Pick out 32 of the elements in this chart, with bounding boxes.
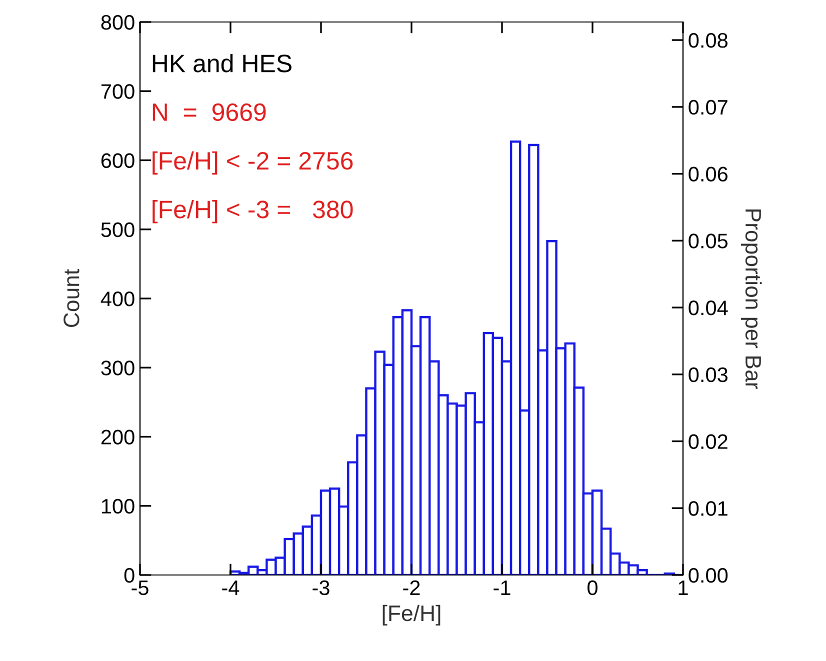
y2-tick-label: 0.07 bbox=[688, 100, 728, 115]
y-tick-label: 500 bbox=[101, 222, 134, 238]
y2-tick-label: 0.00 bbox=[688, 568, 728, 583]
y-tick-label: 0 bbox=[124, 568, 134, 583]
y2-tick-label: 0.05 bbox=[688, 234, 728, 248]
y2-axis-title: Proportion per Bar bbox=[741, 210, 762, 389]
y-tick-label: 200 bbox=[101, 430, 134, 445]
y-tick-label: 600 bbox=[101, 153, 134, 168]
x-tick-label: -3 bbox=[312, 580, 330, 596]
x-tick-label: -1 bbox=[494, 580, 510, 595]
annotation: [Fe/H] < -3 = 380 bbox=[152, 200, 353, 224]
x-tick-label: 1 bbox=[678, 580, 688, 595]
y-axis-title: Count bbox=[64, 269, 80, 328]
y-tick-label: 400 bbox=[100, 292, 134, 306]
x-tick-label: -2 bbox=[403, 580, 420, 595]
y-tick-label: 700 bbox=[101, 84, 134, 99]
y-tick-label: 100 bbox=[102, 498, 134, 514]
y2-tick-label: 0.03 bbox=[688, 367, 728, 382]
y2-tick-label: 0.08 bbox=[688, 33, 728, 48]
y-tick-label: 800 bbox=[101, 15, 134, 30]
y2-tick-label: 0.06 bbox=[688, 166, 728, 182]
x-axis-title: [Fe/H] bbox=[382, 604, 440, 626]
annotation: HK and HES bbox=[152, 54, 292, 72]
y2-tick-label: 0.02 bbox=[688, 434, 728, 450]
x-tick-label: -5 bbox=[132, 580, 148, 596]
annotation: N = 9669 bbox=[152, 103, 266, 122]
y-tick-label: 300 bbox=[101, 360, 134, 376]
x-tick-label: 0 bbox=[588, 580, 598, 596]
annotation: [Fe/H] < -2 = 2756 bbox=[152, 151, 353, 175]
y2-tick-label: 0.01 bbox=[688, 501, 728, 516]
x-tick-label: -4 bbox=[222, 580, 240, 595]
y2-tick-label: 0.04 bbox=[688, 300, 728, 316]
